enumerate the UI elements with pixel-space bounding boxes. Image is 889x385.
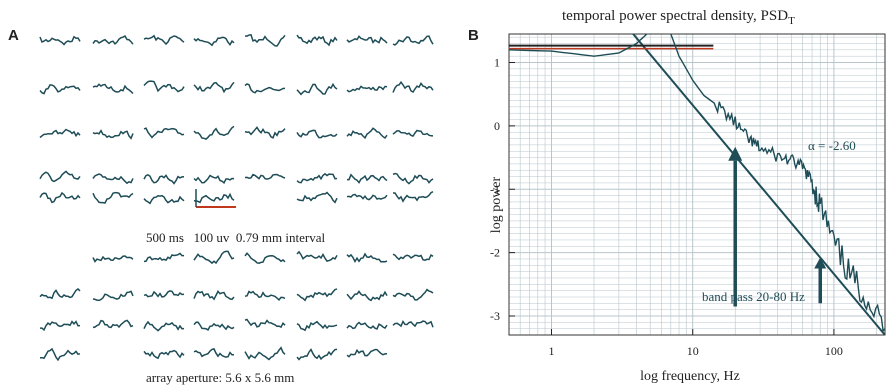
lfp-trace — [143, 252, 184, 263]
lfp-trace — [244, 83, 286, 94]
lfp-trace — [193, 81, 235, 94]
lfp-trace — [143, 290, 185, 298]
alpha-annotation: α = -2.60 — [808, 138, 856, 153]
lfp-trace — [193, 348, 234, 358]
lfp-trace — [244, 290, 286, 301]
chart-title: temporal power spectral density, PSDT — [562, 8, 795, 27]
lfp-trace — [296, 82, 338, 96]
lfp-trace — [392, 253, 434, 261]
lfp-trace — [92, 255, 134, 263]
lfp-trace — [296, 34, 338, 47]
x-tick-label: 1 — [549, 344, 555, 358]
plot-frame — [508, 33, 886, 336]
lfp-trace — [296, 250, 338, 262]
lfp-trace — [296, 191, 338, 204]
lfp-trace — [143, 34, 185, 46]
lfp-trace — [346, 193, 388, 201]
lfp-trace — [346, 348, 388, 358]
lfp-trace — [346, 252, 388, 264]
lfp-trace — [92, 83, 134, 95]
lfp-trace — [346, 127, 388, 140]
lfp-trace — [392, 172, 434, 185]
lfp-trace — [193, 174, 235, 184]
lfp-trace — [244, 318, 286, 329]
lfp-trace — [392, 35, 434, 46]
y-tick-label: -3 — [490, 309, 500, 323]
scale-bar-label: 500 ms 100 uv 0.79 mm interval — [146, 230, 325, 245]
aperture-label: array aperture: 5.6 x 5.6 mm — [146, 370, 294, 385]
y-axis-label: log power — [489, 176, 504, 233]
lfp-trace — [143, 194, 185, 205]
lfp-trace — [193, 290, 235, 301]
lfp-trace — [392, 80, 434, 93]
lfp-trace — [346, 290, 388, 302]
lfp-trace — [39, 170, 81, 183]
lfp-trace — [143, 320, 185, 332]
lfp-trace — [393, 191, 434, 203]
lfp-trace — [296, 288, 338, 302]
lfp-trace — [143, 349, 185, 360]
lfp-trace — [92, 319, 134, 329]
lfp-trace-grid — [39, 33, 434, 362]
lfp-trace — [296, 129, 338, 139]
band-pass-arrowhead-low — [728, 146, 743, 161]
lfp-trace — [143, 173, 185, 185]
x-tick-label: 10 — [687, 344, 699, 358]
y-tick-label: 1 — [494, 56, 500, 70]
lfp-trace — [193, 192, 235, 204]
lfp-trace — [40, 347, 81, 362]
lfp-trace — [92, 34, 134, 46]
lfp-trace — [392, 288, 434, 301]
y-tick-label: 0 — [494, 119, 500, 133]
plot-area — [509, 34, 885, 335]
lfp-trace — [40, 320, 81, 332]
plot-clip-group — [509, 34, 885, 335]
lfp-trace — [39, 84, 81, 95]
lfp-trace — [39, 191, 81, 204]
lfp-trace — [193, 250, 235, 265]
lfp-trace — [347, 173, 388, 184]
lfp-trace — [346, 85, 388, 93]
lfp-trace — [296, 172, 338, 184]
lfp-trace — [143, 80, 185, 93]
lfp-trace — [244, 126, 286, 139]
lfp-trace — [244, 173, 286, 180]
panel-a-letter: A — [8, 27, 19, 44]
band-pass-annotation: band pass 20-80 Hz — [702, 289, 805, 304]
lfp-trace — [392, 319, 434, 328]
lfp-trace — [193, 36, 235, 47]
lfp-trace — [92, 290, 134, 302]
lfp-trace — [39, 35, 81, 46]
lfp-trace — [244, 252, 286, 264]
x-tick-label: 100 — [825, 344, 843, 358]
lfp-trace — [143, 127, 185, 139]
lfp-trace — [193, 125, 235, 140]
lfp-trace — [392, 129, 434, 138]
lfp-trace — [193, 321, 235, 331]
panel-b-letter: B — [468, 27, 479, 44]
lfp-trace — [346, 321, 388, 330]
x-axis-label: log frequency, Hz — [640, 369, 740, 384]
lfp-trace — [92, 191, 134, 204]
lfp-trace — [92, 173, 134, 185]
power-law-fit-line — [631, 34, 885, 335]
lfp-trace — [346, 35, 388, 44]
lfp-trace — [244, 346, 286, 361]
lfp-trace — [39, 288, 81, 300]
lfp-trace — [39, 128, 81, 139]
y-tick-label: -1 — [490, 182, 500, 196]
lfp-trace — [92, 129, 134, 140]
y-tick-label: -2 — [490, 246, 500, 260]
lfp-trace — [296, 348, 338, 361]
psd-spectrum-line — [509, 34, 885, 333]
band-pass-arrowhead-high — [814, 257, 827, 269]
lfp-trace — [296, 320, 338, 332]
lfp-trace — [244, 33, 286, 47]
